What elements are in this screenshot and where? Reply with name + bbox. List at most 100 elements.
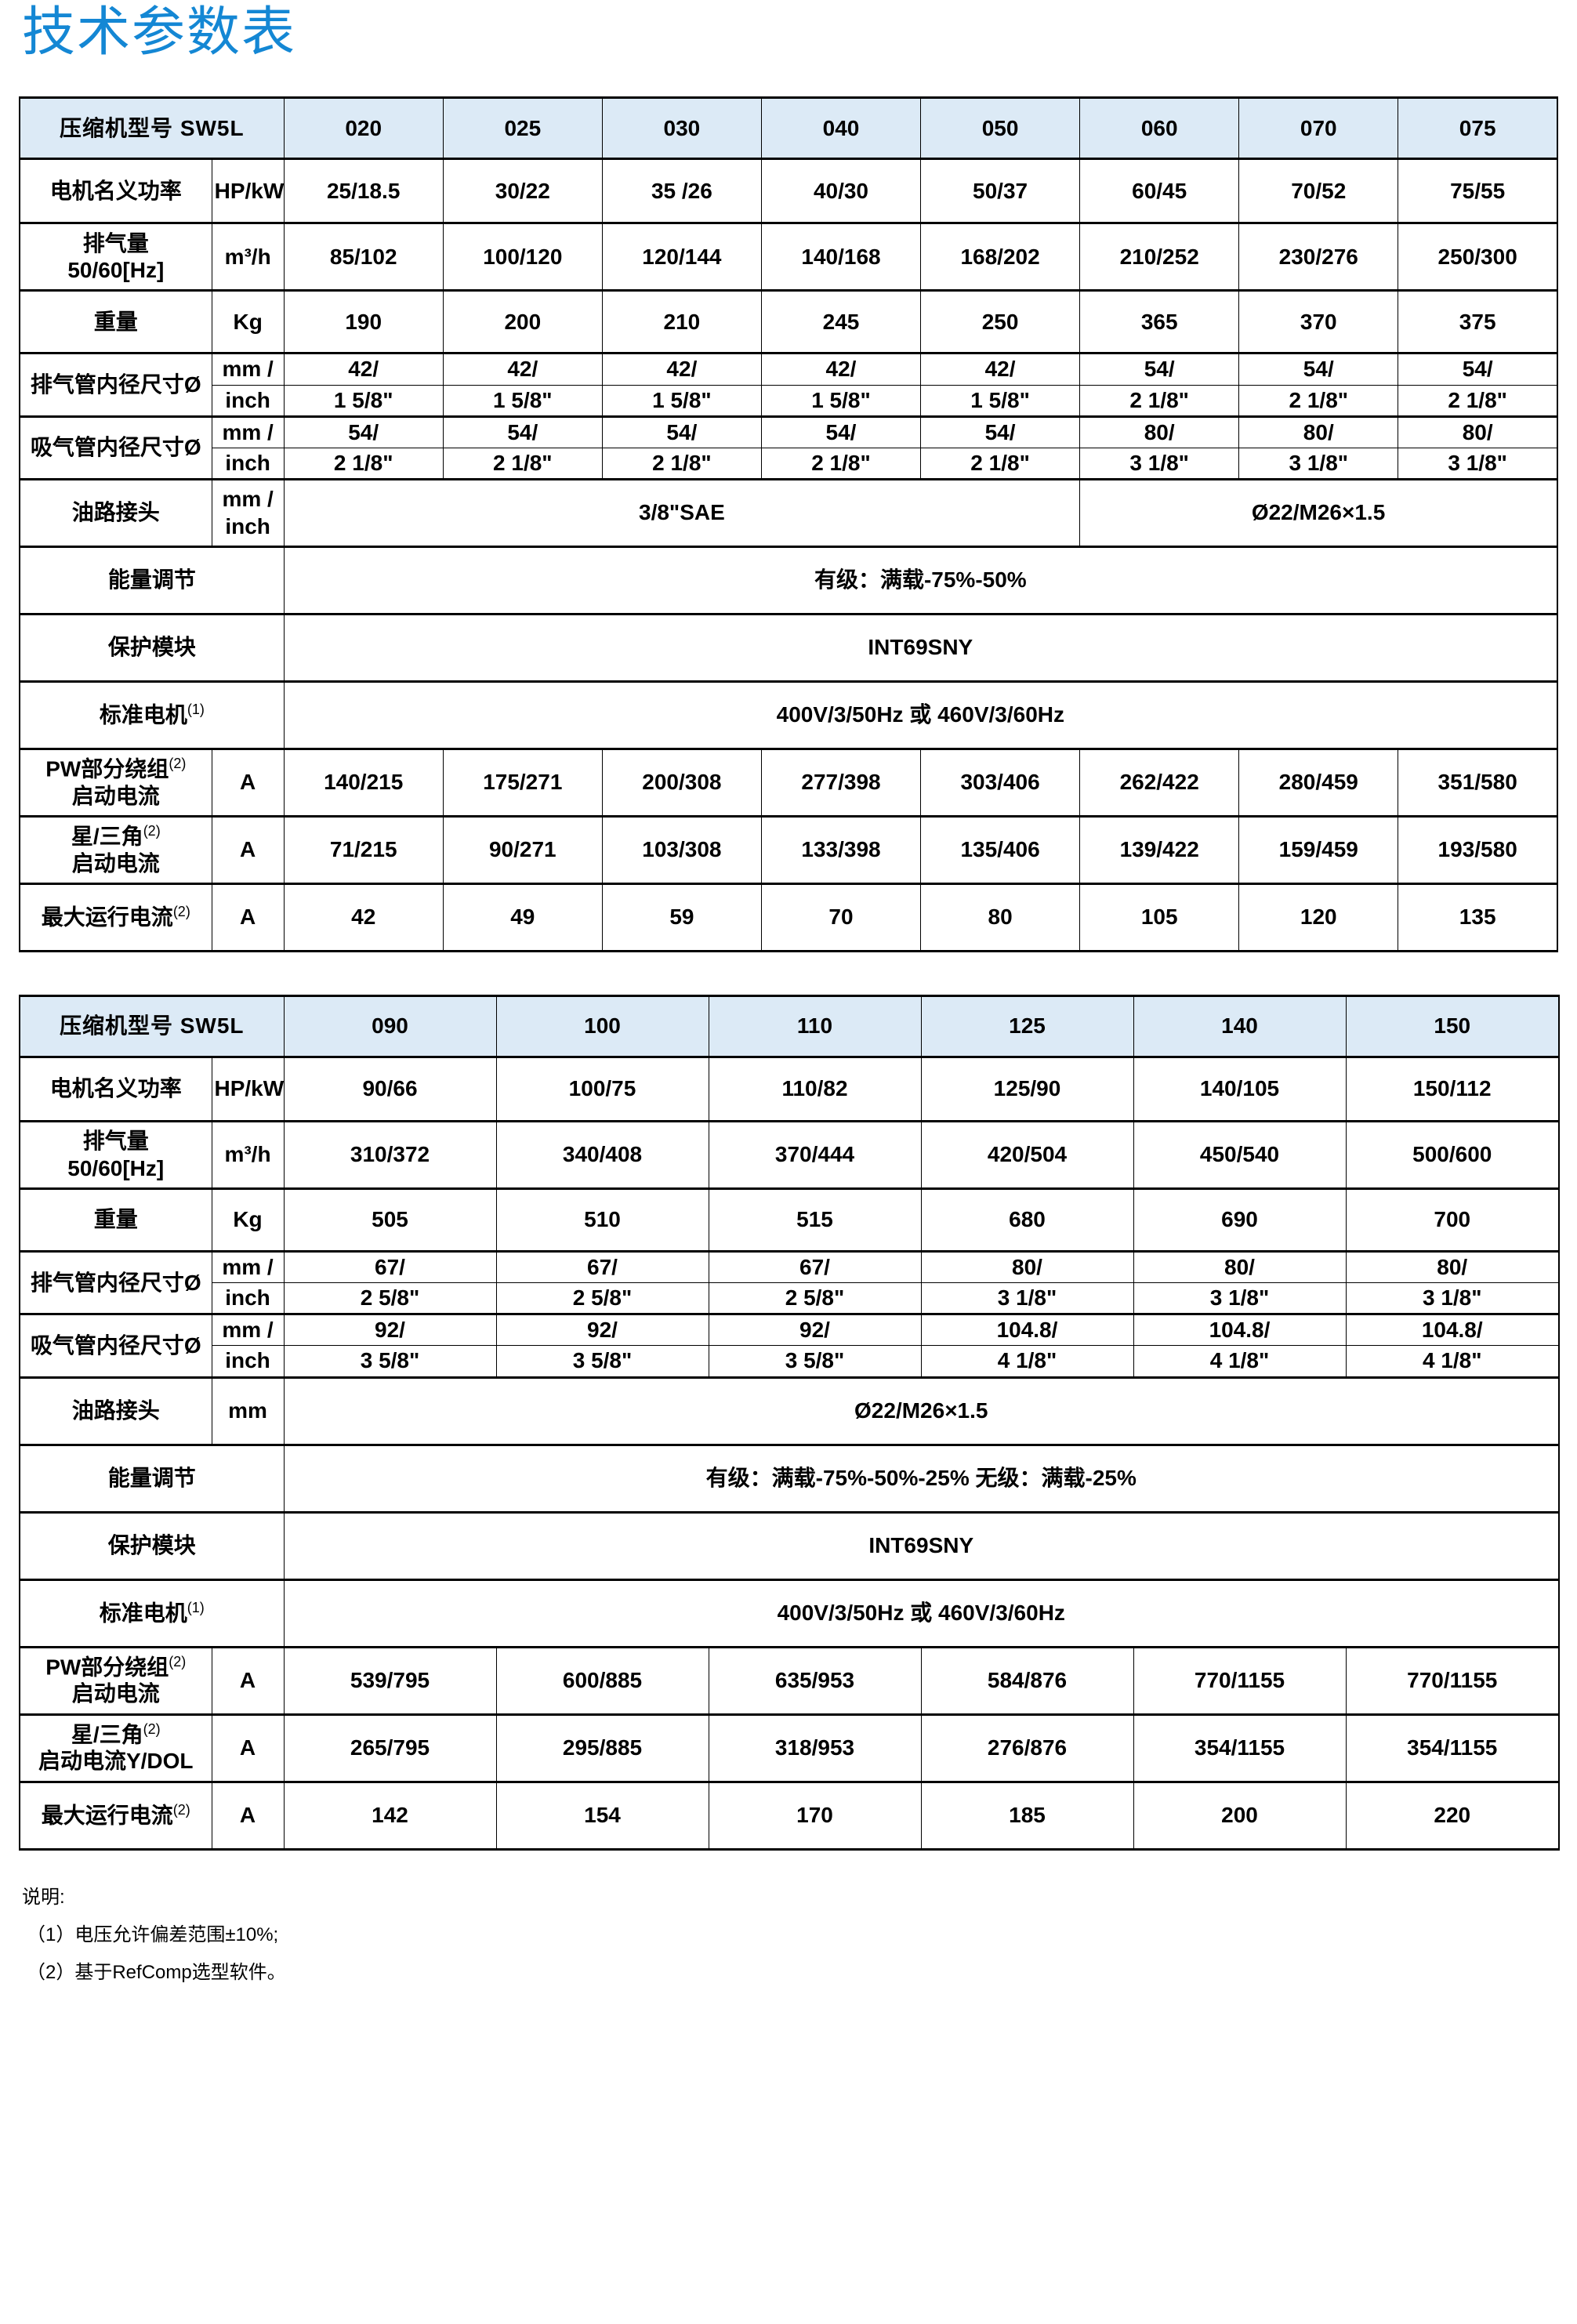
- model-col-125: 125: [920, 995, 1134, 1058]
- table-row: 最大运行电流(2) A 142 154 170 185 200 220: [19, 1780, 1560, 1851]
- table-header-row: 压缩机型号 SW5L 020 025 030 040 050 060 070 0…: [19, 96, 1558, 160]
- cell-value: 2 5/8": [495, 1282, 709, 1315]
- cell-value-span-right: Ø22/M26×1.5: [1079, 478, 1558, 548]
- cell-value: 40/30: [760, 158, 922, 224]
- cell-value: 142: [283, 1780, 497, 1851]
- cell-value: 60/45: [1079, 158, 1240, 224]
- cell-value: 265/795: [283, 1713, 497, 1782]
- cell-value: 340/408: [495, 1120, 709, 1190]
- model-header-label: 压缩机型号 SW5L: [19, 995, 285, 1058]
- row-label-max-running-current: 最大运行电流(2): [19, 883, 212, 953]
- row-unit-mm: mm /: [211, 1250, 285, 1284]
- model-col-100: 100: [495, 995, 709, 1058]
- row-label-suction-pipe-dia: 吸气管内径尺寸Ø: [19, 1313, 212, 1378]
- model-col-060: 060: [1079, 96, 1240, 160]
- table-row: 重量 Kg 505 510 515 680 690 700: [19, 1187, 1560, 1253]
- cell-value: 515: [708, 1187, 922, 1253]
- row-label-standard-motor: 标准电机(1): [19, 680, 285, 750]
- cell-value: 680: [920, 1187, 1134, 1253]
- cell-value: 3 5/8": [708, 1345, 922, 1378]
- row-label-oil-connection: 油路接头: [19, 1376, 212, 1445]
- cell-value: 104.8/: [1345, 1313, 1560, 1347]
- cell-value: 4 1/8": [1345, 1345, 1560, 1378]
- model-col-020: 020: [283, 96, 444, 160]
- label-line-2: 启动电流: [71, 783, 160, 808]
- row-label-weight: 重量: [19, 289, 212, 354]
- cell-value: 230/276: [1238, 222, 1399, 292]
- footnote-marker: (1): [187, 1599, 205, 1615]
- row-unit-oil-connection: mm / inch: [211, 478, 285, 548]
- unit-line-2: inch: [225, 513, 270, 538]
- cell-value: 54/: [442, 415, 603, 448]
- cell-value: 3 1/8": [1079, 447, 1240, 480]
- cell-value: 120: [1238, 883, 1399, 953]
- model-col-040: 040: [760, 96, 922, 160]
- row-label-weight: 重量: [19, 1187, 212, 1253]
- row-unit-ampere: A: [211, 1645, 285, 1715]
- cell-value-span-all: 400V/3/50Hz 或 460V/3/60Hz: [283, 680, 1558, 750]
- cell-value: 92/: [708, 1313, 922, 1347]
- cell-value: 67/: [283, 1250, 497, 1284]
- cell-value: 170: [708, 1780, 922, 1851]
- unit-line-1: mm /: [222, 487, 274, 512]
- cell-value: 104.8/: [920, 1313, 1134, 1347]
- cell-value-span-all: 400V/3/50Hz 或 460V/3/60Hz: [283, 1578, 1560, 1648]
- cell-value: 3 1/8": [920, 1282, 1134, 1315]
- cell-value-span-all: Ø22/M26×1.5: [283, 1376, 1560, 1445]
- cell-value: 277/398: [760, 748, 922, 818]
- cell-value: 450/540: [1133, 1120, 1347, 1190]
- footnote-marker: (2): [169, 1653, 187, 1670]
- table-row: 标准电机(1) 400V/3/50Hz 或 460V/3/60Hz: [19, 680, 1558, 750]
- cell-value: 35 /26: [601, 158, 762, 224]
- notes-title: 说明:: [22, 1886, 65, 1908]
- cell-value: 67/: [708, 1250, 922, 1284]
- cell-value: 2 1/8": [1079, 384, 1240, 417]
- cell-value: 140/215: [283, 748, 444, 818]
- cell-value: 42/: [283, 352, 444, 386]
- cell-value: 80/: [1398, 415, 1558, 448]
- label-line-1: 排气量: [82, 1129, 149, 1154]
- row-unit-mm: mm /: [211, 352, 285, 386]
- table-row: 星/三角(2) 启动电流Y/DOL A 265/795 295/885 318/9…: [19, 1713, 1560, 1782]
- cell-value: 245: [760, 289, 922, 354]
- cell-value: 690: [1133, 1187, 1347, 1253]
- cell-value: 3 5/8": [495, 1345, 709, 1378]
- row-label-max-running-current: 最大运行电流(2): [19, 1780, 212, 1851]
- row-label-discharge-pipe-dia: 排气管内径尺寸Ø: [19, 1250, 212, 1315]
- cell-value: 135/406: [920, 815, 1081, 885]
- row-unit-ampere: A: [211, 1713, 285, 1782]
- row-unit-ampere: A: [211, 1780, 285, 1851]
- cell-value: 262/422: [1079, 748, 1240, 818]
- row-unit-ampere: A: [211, 815, 285, 885]
- table-row: 排气管内径尺寸Ø mm / 67/ 67/ 67/ 80/ 80/ 80/: [19, 1250, 1560, 1315]
- cell-value: 1 5/8": [601, 384, 762, 417]
- cell-value: 3 1/8": [1345, 1282, 1560, 1315]
- cell-value: 92/: [283, 1313, 497, 1347]
- cell-value: 150/112: [1345, 1056, 1560, 1122]
- cell-value: 100/75: [495, 1056, 709, 1122]
- cell-value: 250/300: [1398, 222, 1558, 292]
- cell-value: 120/144: [601, 222, 762, 292]
- note-item-2: （2）基于RefComp选型软件。: [27, 1961, 286, 1983]
- cell-value: 25/18.5: [283, 158, 444, 224]
- model-col-030: 030: [601, 96, 762, 160]
- cell-value: 3 1/8": [1398, 447, 1558, 480]
- table-row: inch 2 1/8" 2 1/8" 2 1/8" 2 1/8" 2 1/8" …: [20, 447, 1558, 480]
- label-line-2: 50/60[Hz]: [67, 1155, 165, 1180]
- footnote-marker: (2): [143, 1720, 161, 1737]
- cell-value: 510: [495, 1187, 709, 1253]
- cell-value: 250: [920, 289, 1081, 354]
- cell-value: 50/37: [920, 158, 1081, 224]
- cell-value: 125/90: [920, 1056, 1134, 1122]
- cell-value: 80/: [1079, 415, 1240, 448]
- cell-value: 100/120: [442, 222, 603, 292]
- cell-value: 54/: [283, 415, 444, 448]
- table-header-row: 压缩机型号 SW5L 090 100 110 125 140 150: [19, 995, 1560, 1058]
- row-label-motor-power: 电机名义功率: [19, 1056, 212, 1122]
- cell-value: 2 1/8": [1398, 384, 1558, 417]
- table-row: 最大运行电流(2) A 42 49 59 70 80 105 120 135: [19, 883, 1558, 953]
- row-label-star-delta-start-current: 星/三角(2) 启动电流: [19, 815, 212, 885]
- cell-value-span-all: 有级：满载-75%-50%: [283, 546, 1558, 615]
- cell-value: 75/55: [1398, 158, 1558, 224]
- cell-value: 4 1/8": [1133, 1345, 1347, 1378]
